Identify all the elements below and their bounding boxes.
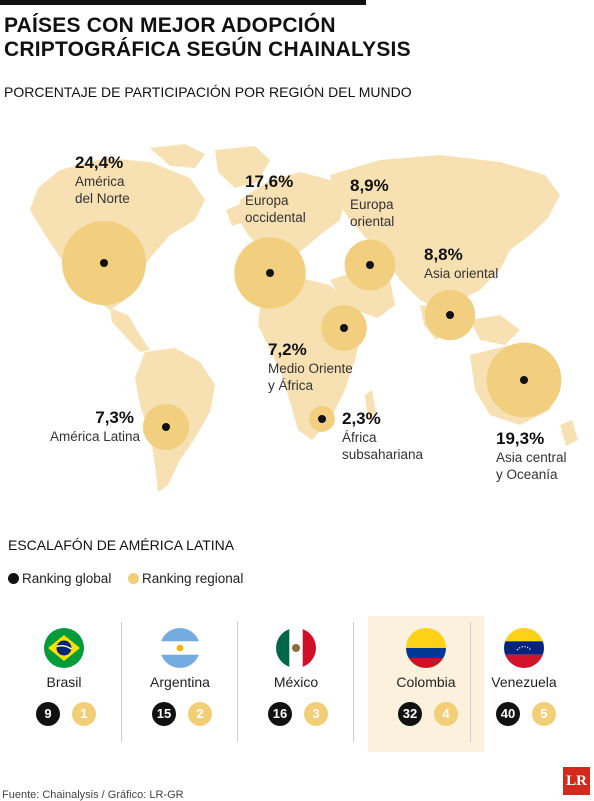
mexico-flag-icon (276, 628, 316, 668)
global-rank-badge: 16 (268, 702, 292, 726)
legend-global: Ranking global (8, 571, 111, 586)
bubble-center-dot-we (266, 269, 274, 277)
title-line-2: CRIPTOGRÁFICA SEGÚN CHAINALYSIS (4, 38, 411, 61)
source-footer: Fuente: Chainalysis / Gráfico: LR-GR (2, 789, 184, 801)
label-north-america: 24,4% América del Norte (75, 153, 130, 207)
name-central-asia-1: Asia central (496, 450, 567, 465)
name-east-asia-1: Asia oriental (424, 266, 499, 281)
column-divider (353, 622, 354, 742)
country-name: Venezuela (491, 674, 557, 690)
legend-regional-dot (128, 573, 139, 584)
name-sub-saharan-1: África (342, 430, 377, 445)
name-western-europe-1: Europa (245, 193, 289, 208)
name-eastern-europe-2: oriental (350, 214, 395, 229)
colombia-flag-icon (406, 628, 446, 668)
regional-rank-badge: 3 (304, 702, 328, 726)
regional-rank-badge: 2 (188, 702, 212, 726)
country-card-mexico: México 16 3 (238, 616, 354, 752)
brazil-flag-icon (44, 628, 84, 668)
regional-rank-badge: 4 (434, 702, 458, 726)
global-rank-badge: 32 (398, 702, 422, 726)
pct-east-asia: 8,8% (424, 245, 463, 264)
country-card-venezuela: Venezuela 40 5 (466, 616, 582, 752)
bubble-layer (62, 221, 562, 450)
bubble-center-dot-ea (446, 311, 454, 319)
ranking-section-title: ESCALAFÓN DE AMÉRICA LATINA (8, 537, 235, 553)
pct-western-europe: 17,6% (245, 172, 294, 191)
country-card-brasil: Brasil 9 1 (6, 616, 122, 752)
chart-subtitle: PORCENTAJE DE PARTICIPACIÓN POR REGIÓN D… (4, 84, 412, 100)
top-rule (0, 0, 366, 5)
country-name: Brasil (46, 674, 82, 690)
country-name: Argentina (150, 674, 210, 690)
column-divider (237, 622, 238, 742)
bubble-center-dot-me (340, 324, 348, 332)
pct-north-america: 24,4% (75, 153, 124, 172)
name-sub-saharan-2: subsahariana (342, 447, 424, 462)
bubble-center-dot-ca (520, 376, 528, 384)
country-name: México (273, 674, 319, 690)
page-title: PAÍSES CON MEJOR ADOPCIÓN CRIPTOGRÁFICA … (4, 14, 424, 62)
label-east-asia: 8,8% Asia oriental (424, 245, 498, 282)
name-central-asia-2: y Oceanía (496, 467, 558, 482)
title-line-1: PAÍSES CON MEJOR ADOPCIÓN (4, 14, 336, 37)
venezuela-flag-icon (504, 628, 544, 668)
argentina-flag-icon (160, 628, 200, 668)
regional-rank-badge: 5 (532, 702, 556, 726)
global-rank-badge: 9 (36, 702, 60, 726)
name-middle-east-1: Medio Oriente (268, 361, 353, 376)
name-north-america-1: América (75, 174, 125, 189)
global-rank-badge: 15 (152, 702, 176, 726)
bubble-center-dot-na (100, 259, 108, 267)
name-north-america-2: del Norte (75, 191, 130, 206)
legend-regional-label: Ranking regional (142, 571, 244, 586)
bubble-center-dot-ee (366, 261, 374, 269)
name-middle-east-2: y África (268, 378, 314, 393)
pct-sub-saharan: 2,3% (342, 409, 381, 428)
label-sub-saharan: 2,3% África subsahariana (342, 409, 423, 463)
pct-middle-east: 7,2% (268, 340, 307, 359)
country-card-argentina: Argentina 15 2 (122, 616, 238, 752)
regional-rank-badge: 1 (72, 702, 96, 726)
label-middle-east: 7,2% Medio Oriente y África (268, 340, 353, 394)
label-western-europe: 17,6% Europa occidental (245, 172, 306, 226)
world-map (30, 144, 578, 492)
pct-latin-america: 7,3% (95, 408, 134, 427)
column-divider (121, 622, 122, 742)
global-rank-badge: 40 (496, 702, 520, 726)
country-card-colombia: Colombia 32 4 (368, 616, 484, 752)
label-latin-america: 7,3% América Latina (50, 408, 141, 445)
column-divider (470, 622, 471, 742)
label-eastern-europe: 8,9% Europa oriental (350, 176, 394, 230)
legend-regional: Ranking regional (128, 571, 243, 586)
legend-global-label: Ranking global (22, 571, 112, 586)
lr-logo: LR (563, 767, 590, 795)
name-eastern-europe-1: Europa (350, 197, 394, 212)
legend-global-dot (8, 573, 19, 584)
label-central-asia: 19,3% Asia central y Oceanía (496, 429, 567, 483)
name-western-europe-2: occidental (245, 210, 306, 225)
bubble-center-dot-ss (318, 415, 326, 423)
bubble-center-dot-la (162, 423, 170, 431)
pct-eastern-europe: 8,9% (350, 176, 389, 195)
name-latin-america-1: América Latina (50, 429, 141, 444)
country-name: Colombia (396, 674, 456, 690)
pct-central-asia: 19,3% (496, 429, 545, 448)
